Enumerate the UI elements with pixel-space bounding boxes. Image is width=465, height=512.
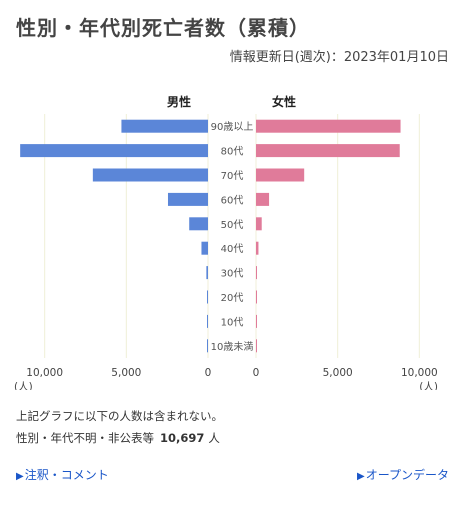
legend-male: 男性 — [167, 94, 191, 109]
male-bar — [207, 314, 208, 328]
page-title: 性別・年代別死亡者数（累積） — [16, 16, 310, 40]
male-bar — [206, 266, 208, 280]
category-label: 80代 — [221, 146, 244, 158]
population-pyramid-chart: 男性 女性 90歳以上 80代 70代 60代 50代 40代 30代 20代 10代 10歳未満 10… — [14, 94, 438, 390]
category-label: 40代 — [221, 243, 244, 255]
category-label: 90歳以上 — [211, 121, 254, 133]
female-tick-label: 10,000 — [401, 367, 438, 379]
unknown-label: 性別・年代不明・非公表等 — [16, 431, 154, 445]
male-bar — [207, 339, 208, 353]
male-unit-label: (人) — [14, 381, 33, 390]
opendata-link[interactable]: ▶オープンデータ — [357, 466, 449, 483]
female-bar — [256, 339, 257, 353]
category-label: 20代 — [221, 292, 244, 304]
female-bar — [256, 119, 401, 133]
male-bar — [207, 290, 208, 304]
female-unit-label: (人) — [419, 381, 438, 390]
opendata-link-label: オープンデータ — [365, 468, 449, 482]
triangle-right-icon: ▶ — [357, 471, 365, 482]
male-bar — [20, 144, 208, 158]
unknown-count: 10,697 — [160, 431, 205, 445]
category-label: 70代 — [221, 170, 244, 182]
female-tick-label: 5,000 — [323, 367, 353, 379]
male-bar — [92, 168, 208, 182]
exclusion-note: 上記グラフに以下の人数は含まれない。 — [16, 409, 223, 423]
male-tick-label: 0 — [205, 367, 212, 379]
unknown-count-note: 性別・年代不明・非公表等 10,697 人 — [16, 430, 220, 446]
male-bar — [189, 217, 208, 231]
female-tick-label: 0 — [253, 367, 260, 379]
category-label: 10代 — [221, 316, 244, 328]
unknown-unit: 人 — [208, 431, 220, 445]
female-bar — [256, 290, 257, 304]
female-bar — [256, 217, 262, 231]
category-label: 60代 — [221, 194, 244, 206]
female-bar — [256, 168, 305, 182]
category-label: 10歳未満 — [211, 341, 254, 353]
triangle-right-icon: ▶ — [16, 471, 24, 482]
female-bar — [256, 241, 259, 255]
male-bar — [121, 119, 208, 133]
update-date: 情報更新日(週次)：2023年01月10日 — [229, 50, 449, 65]
female-bar — [256, 266, 257, 280]
legend-female: 女性 — [272, 94, 296, 109]
notes-link-label: 注釈・コメント — [24, 468, 109, 482]
male-tick-label: 5,000 — [111, 367, 141, 379]
female-bar — [256, 314, 257, 328]
male-bar — [167, 192, 208, 206]
male-tick-label: 10,000 — [26, 367, 63, 379]
category-label: 50代 — [221, 219, 244, 231]
female-bar — [256, 192, 270, 206]
notes-link[interactable]: ▶注釈・コメント — [16, 466, 109, 483]
female-bar — [256, 144, 400, 158]
male-bar — [201, 241, 208, 255]
category-label: 30代 — [221, 268, 244, 280]
